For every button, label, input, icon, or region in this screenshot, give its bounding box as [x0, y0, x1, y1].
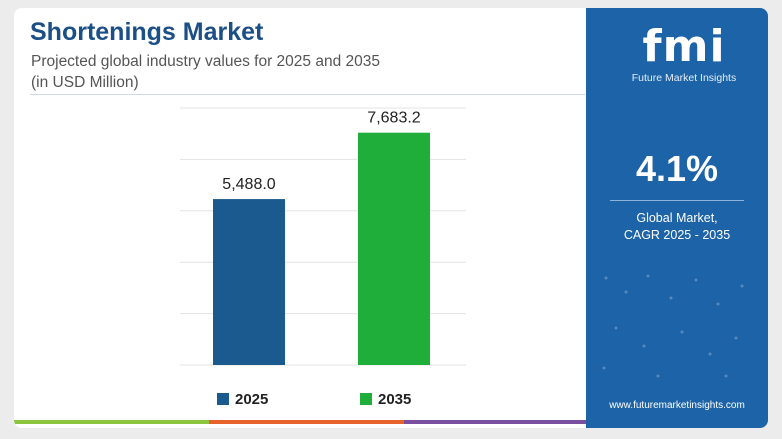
- fmi-logo: fmi Future Market Insights: [624, 21, 744, 85]
- legend-item-2025: 2025: [217, 389, 268, 409]
- legend-item-2035: 2035: [360, 389, 411, 409]
- infographic-card: Shortenings Market Projected global indu…: [14, 8, 768, 428]
- bottom-bar-purple: [404, 420, 586, 424]
- bottom-bar-green: [14, 420, 209, 424]
- side-panel: fmi Future Market Insights 4.1% Global M…: [586, 8, 768, 428]
- logo-subtext: Future Market Insights: [631, 72, 737, 84]
- cagr-label: Global Market, CAGR 2025 - 2035: [586, 210, 768, 244]
- bar-2025: [213, 199, 285, 365]
- cagr-divider: [610, 200, 744, 201]
- title-divider: [30, 94, 585, 95]
- chart-subtitle: Projected global industry values for 202…: [31, 51, 551, 93]
- legend-swatch-2025: [217, 393, 229, 405]
- bottom-bar-orange: [209, 420, 404, 424]
- cagr-label-line-1: Global Market,: [636, 211, 718, 225]
- cagr-label-line-2: CAGR 2025 - 2035: [623, 228, 731, 242]
- cagr-value: 4.1%: [635, 148, 719, 189]
- legend-label-2035: 2035: [378, 390, 412, 408]
- bar-2035: [358, 132, 430, 365]
- legend-swatch-2035: [360, 393, 372, 405]
- data-label-2025: 5,488.0: [222, 176, 275, 193]
- data-label-2035: 7,683.2: [367, 110, 420, 127]
- bar-chart: 5,488.0 7,683.2: [180, 107, 466, 366]
- website-link[interactable]: www.futuremarketinsights.com: [609, 400, 745, 411]
- decorative-dot-pattern: [602, 274, 744, 378]
- subtitle-line-2: (in USD Million): [31, 74, 139, 91]
- chart-title: Shortenings Market: [30, 18, 264, 46]
- logo-mark: fmi: [642, 21, 726, 72]
- legend-label-2025: 2025: [235, 390, 269, 408]
- subtitle-line-1: Projected global industry values for 202…: [31, 53, 380, 70]
- bottom-color-bar: [14, 420, 586, 424]
